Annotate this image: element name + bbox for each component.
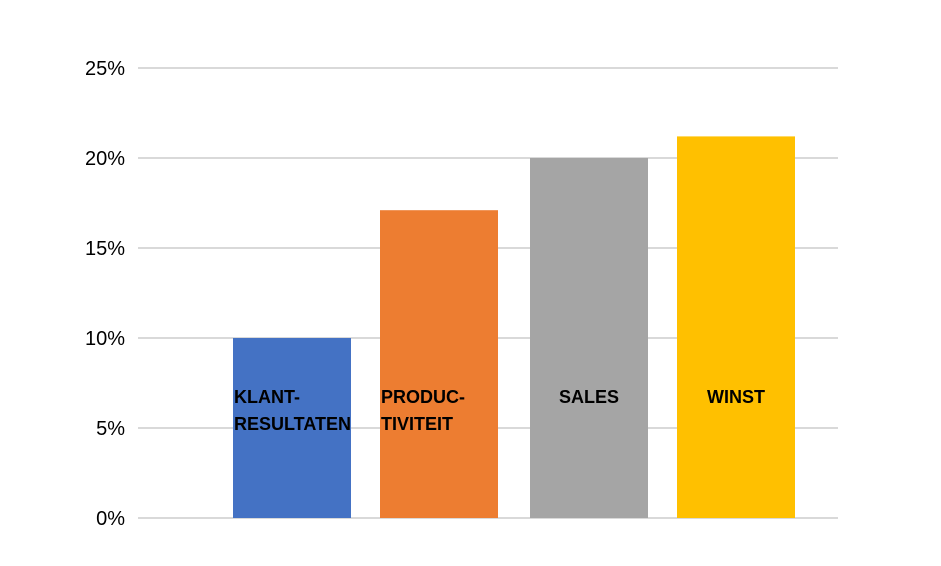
bar-category-label: KLANT- <box>234 387 300 407</box>
y-tick-label: 15% <box>85 238 125 260</box>
y-tick-label: 20% <box>85 148 125 170</box>
y-tick-label: 25% <box>85 58 125 80</box>
bar-category-label: TIVITEIT <box>381 414 453 434</box>
bar-labels: KLANT- RESULTATEN PRODUC- TIVITEIT SALES WINS… <box>234 387 765 434</box>
y-tick-label: 5% <box>96 418 125 440</box>
y-tick-label: 0% <box>96 508 125 530</box>
bar-category-label: SALES <box>559 387 619 407</box>
bar-category-label: PRODUC- <box>381 387 465 407</box>
bar <box>233 338 351 518</box>
bar-category-label: WINST <box>707 387 765 407</box>
y-tick-label: 10% <box>85 328 125 350</box>
bar <box>530 158 648 518</box>
y-axis-tick-labels: 0% 5% 10% 15% 20% 25% <box>85 58 125 530</box>
bar <box>677 136 795 518</box>
bar <box>380 210 498 518</box>
bar-category-label: RESULTATEN <box>234 414 351 434</box>
bars <box>233 136 795 518</box>
